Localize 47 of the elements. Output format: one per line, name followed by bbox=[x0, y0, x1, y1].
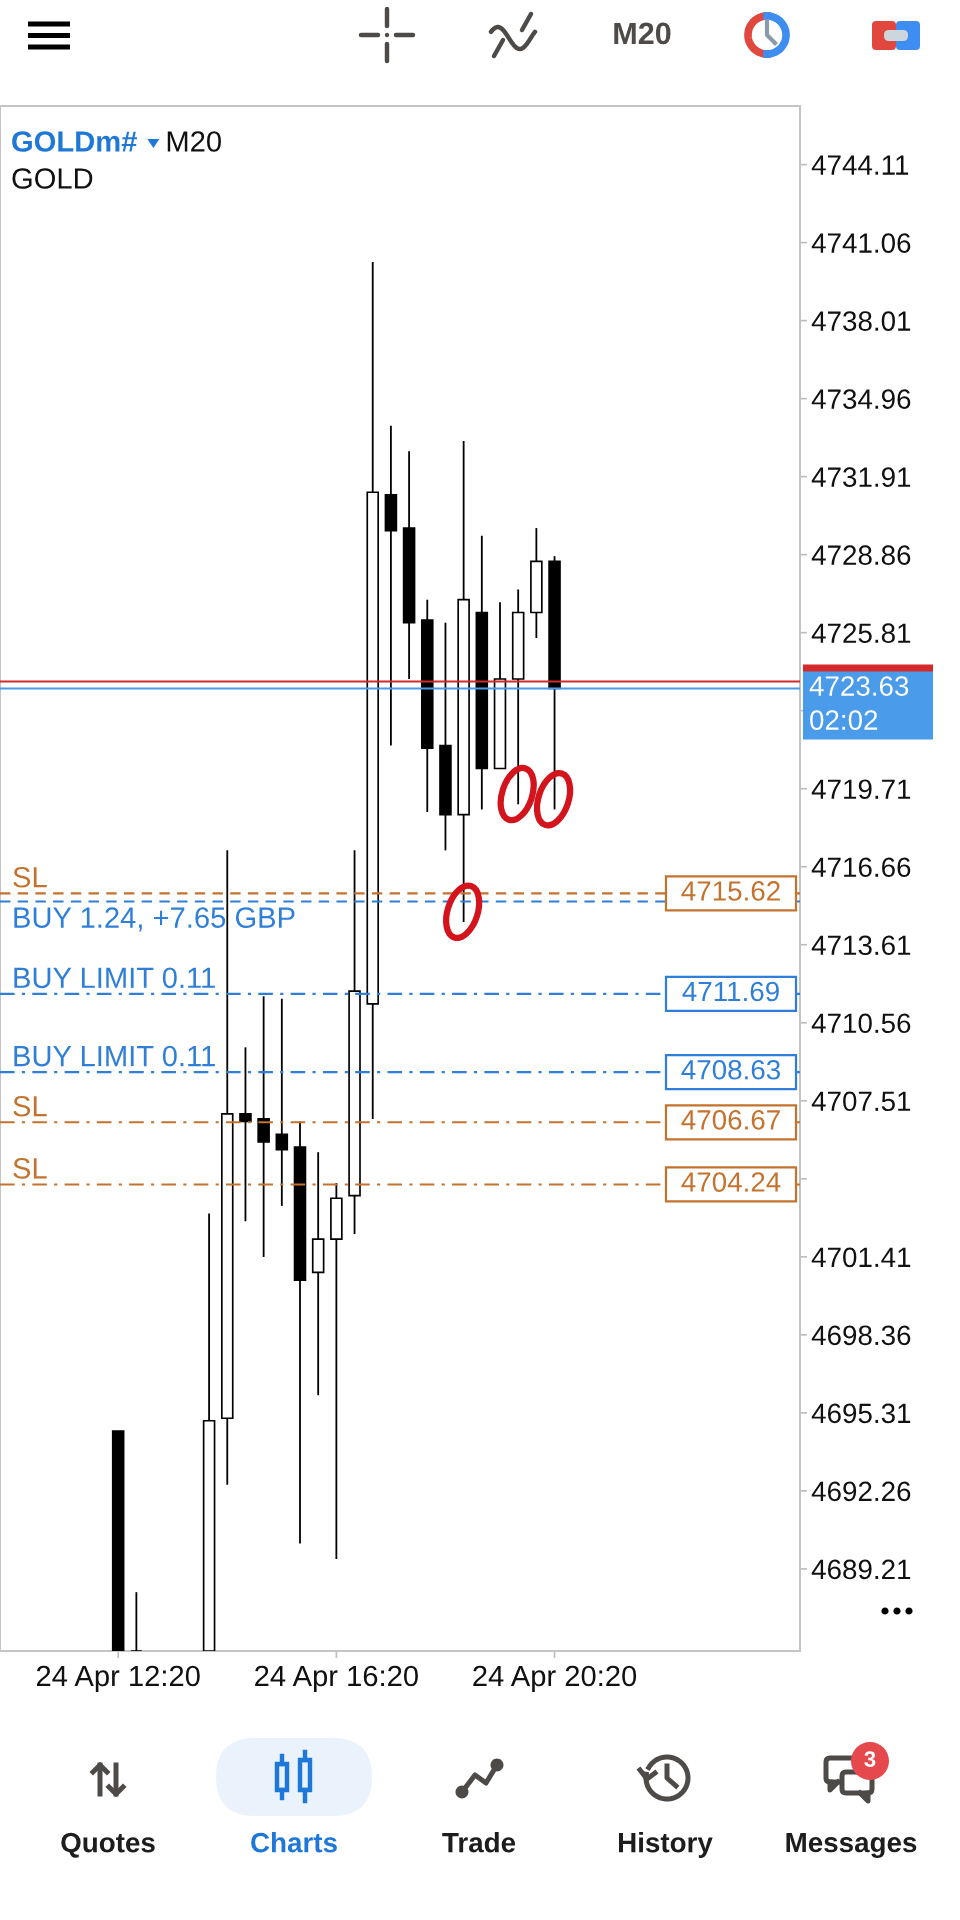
text: Trade bbox=[442, 1832, 516, 1853]
annotation: 4715.62 bbox=[681, 881, 780, 901]
annotation: M20 bbox=[167, 131, 221, 152]
text: 4723.63 02:02 bbox=[809, 676, 909, 730]
y-tick-label: 4728.86 bbox=[811, 545, 911, 565]
y-tick-label: 4734.96 bbox=[811, 389, 911, 409]
candlestick bbox=[257, 995, 270, 1258]
x-tick-label: 24 Apr 16:20 bbox=[255, 1665, 418, 1693]
ref-line-label: BUY LIMIT 0.11 bbox=[14, 1045, 215, 1067]
y-tick-label: 4738.01 bbox=[811, 311, 911, 331]
text: 3 bbox=[864, 1751, 876, 1767]
y-tick-label: 4731.91 bbox=[811, 467, 911, 487]
y-tick-label: 4716.66 bbox=[811, 857, 911, 878]
y-tick-label: 4698.36 bbox=[811, 1325, 911, 1346]
ref-line-label: SL bbox=[13, 1095, 47, 1117]
candlestick bbox=[130, 1591, 143, 1651]
text: History bbox=[619, 1832, 713, 1858]
y-tick-label: 4725.81 bbox=[811, 623, 911, 644]
ref-line-label: BUY 1.24, +7.65 GBP bbox=[14, 907, 295, 932]
y-tick-label: 4710.56 bbox=[811, 1013, 911, 1034]
ref-line-label: SL bbox=[13, 1158, 47, 1179]
y-tick-label: 4744.11 bbox=[811, 155, 909, 175]
y-tick-label: 4689.21 bbox=[811, 1559, 911, 1580]
text: M20 bbox=[614, 22, 671, 45]
y-tick-label: 4713.61 bbox=[811, 935, 911, 956]
y-tick-label: 4707.51 bbox=[811, 1091, 911, 1112]
ref-line-label: BUY LIMIT 0.11 bbox=[14, 967, 215, 989]
y-tick-label: 4719.71 bbox=[811, 779, 911, 800]
candlestick bbox=[384, 424, 398, 747]
y-tick-label: 4692.26 bbox=[811, 1481, 911, 1502]
y-tick-label: 4695.31 bbox=[811, 1403, 911, 1424]
annotation: 4711.69 bbox=[682, 981, 779, 1002]
annotation: 4706.67 bbox=[681, 1110, 780, 1130]
x-tick-label: 24 Apr 20:20 bbox=[473, 1665, 637, 1693]
annotation: 4704.24 bbox=[681, 1172, 781, 1192]
text: Quotes bbox=[61, 1832, 155, 1858]
candlestick bbox=[275, 997, 289, 1207]
y-tick-label: 4701.41 bbox=[811, 1247, 911, 1268]
ref-line-label: SL bbox=[13, 866, 47, 888]
text: GOLD bbox=[12, 168, 93, 189]
annotation: 4708.63 bbox=[681, 1059, 780, 1080]
text: GOLDm# bbox=[12, 131, 137, 152]
text: Charts bbox=[251, 1832, 337, 1853]
y-tick-label: 4741.06 bbox=[811, 233, 911, 253]
text: Messages bbox=[786, 1832, 917, 1858]
candlestick bbox=[239, 1046, 252, 1223]
x-tick-label: 24 Apr 12:20 bbox=[36, 1665, 200, 1693]
